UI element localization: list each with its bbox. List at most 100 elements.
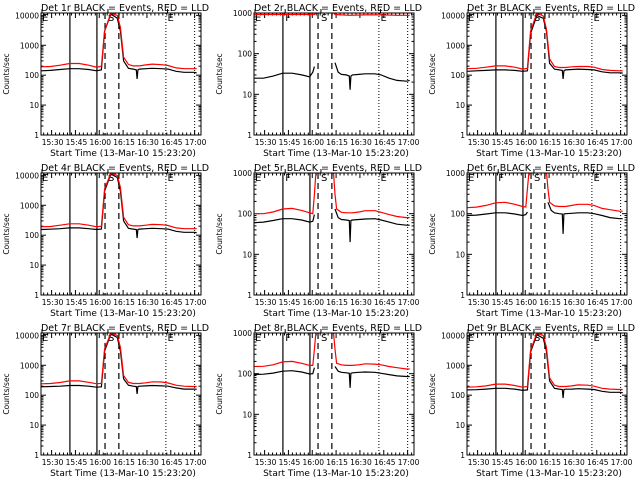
x-tick-label: 15:30 [42,458,64,467]
x-tick-label: 16:15 [539,138,561,147]
x-axis-label: Start Time (13-Mar-10 15:23:20) [476,149,622,159]
series-lld-line [41,333,197,388]
x-axis-label: Start Time (13-Mar-10 15:23:20) [50,309,196,319]
x-tick-label: 16:00 [302,138,324,147]
series-lld-line [254,333,410,370]
y-tick-label: 100 [238,370,253,379]
panel-det-2: Det 2r BLACK = Events, RED = LLD Counts/s… [215,3,422,159]
marker-label: E [468,13,474,24]
x-tick-label: 16:30 [137,138,159,147]
x-tick-label: 16:00 [515,458,537,467]
marker-label: E [594,333,600,344]
y-tick-label: 1 [247,451,252,460]
marker-label: E [255,173,261,184]
y-tick-label: 100 [238,50,253,59]
x-tick-label: 15:30 [42,298,64,307]
x-tick-label: 17:00 [185,458,207,467]
x-tick-label: 16:45 [587,458,609,467]
x-tick-label: 15:45 [279,298,301,307]
panel-det-9: Det 9r BLACK = Events, RED = LLD Counts/s… [428,323,635,479]
y-tick-label: 1000 [446,169,465,178]
y-tick-label: 10 [29,421,39,430]
x-axis-label: Start Time (13-Mar-10 15:23:20) [50,149,196,159]
panel-title: Det 3r BLACK = Events, RED = LLD [467,3,635,14]
y-tick-label: 1 [247,291,252,300]
y-tick-label: 100 [25,391,40,400]
marker-label: S [321,13,327,24]
x-tick-label: 16:30 [137,298,159,307]
series-lld-line [467,173,623,212]
series-lld-line [467,333,623,391]
panel-det-7: Det 7r BLACK = Events, RED = LLD Counts/s… [2,323,209,479]
series-events-line [41,13,197,79]
x-tick-label: 15:30 [255,458,277,467]
series-events-line [467,333,623,399]
plot-area [41,333,197,394]
plot-frame [253,172,415,296]
x-tick-label: 16:45 [374,298,396,307]
marker-label: S [108,173,114,184]
x-tick-label: 15:30 [468,138,490,147]
x-tick-label: 16:15 [113,458,135,467]
series-lld-line [254,13,410,16]
x-tick-label: 16:45 [161,458,183,467]
marker-label: F [498,173,504,184]
marker-label: E [468,173,474,184]
x-tick-label: 16:30 [137,458,159,467]
y-tick-label: 1000 [20,361,39,370]
y-tick-label: 10000 [15,171,39,180]
series-lld-line [41,173,197,230]
panel-title: Det 9r BLACK = Events, RED = LLD [467,323,635,334]
x-tick-label: 15:30 [255,138,277,147]
y-tick-label: 10 [455,250,465,259]
series-events-line [41,333,197,394]
panel-title: Det 8r BLACK = Events, RED = LLD [254,323,422,334]
panel-det-4: Det 4r BLACK = Events, RED = LLD Counts/s… [2,163,209,319]
y-tick-label: 10 [29,101,39,110]
panel-det-3: Det 3r BLACK = Events, RED = LLD Counts/s… [428,3,635,159]
x-axis-label: Start Time (13-Mar-10 15:23:20) [50,469,196,479]
x-tick-label: 16:30 [350,298,372,307]
marker-label: S [108,333,114,344]
plot-frame [253,332,415,456]
panel-title: Det 1r BLACK = Events, RED = LLD [41,3,209,14]
x-tick-label: 16:15 [539,298,561,307]
x-tick-label: 17:00 [185,298,207,307]
plot-frame [40,332,202,456]
plot-area [467,173,623,234]
marker-label: E [594,173,600,184]
x-tick-label: 16:15 [326,458,348,467]
marker-label: E [381,173,387,184]
x-tick-label: 15:45 [492,298,514,307]
marker-label: E [168,173,174,184]
y-tick-label: 1 [34,451,39,460]
y-tick-label: 10 [455,101,465,110]
y-axis-label: Counts/sec [2,213,11,254]
panel-title: Det 4r BLACK = Events, RED = LLD [41,163,209,174]
x-tick-label: 16:00 [515,298,537,307]
panel-title: Det 2r BLACK = Events, RED = LLD [254,3,422,14]
marker-label: S [534,173,540,184]
plot-area [467,13,623,79]
y-tick-label: 100 [451,71,466,80]
x-tick-label: 15:45 [492,138,514,147]
x-axis-label: Start Time (13-Mar-10 15:23:20) [476,309,622,319]
x-tick-label: 16:45 [587,298,609,307]
x-tick-label: 16:00 [302,298,324,307]
marker-label: E [594,13,600,24]
marker-label: F [285,333,291,344]
marker-label: E [42,173,48,184]
panel-title: Det 6r BLACK = Events, RED = LLD [467,163,635,174]
x-tick-label: 17:00 [611,138,633,147]
y-tick-label: 100 [238,210,253,219]
series-events-line [254,208,410,243]
y-tick-label: 1 [460,451,465,460]
y-axis-label: Counts/sec [215,213,224,254]
plot-frame [40,172,202,296]
series-events-line [254,366,410,388]
y-tick-label: 10 [29,261,39,270]
x-tick-label: 15:30 [468,458,490,467]
plot-area [254,173,410,243]
x-tick-label: 16:00 [515,138,537,147]
marker-label: E [255,13,261,24]
